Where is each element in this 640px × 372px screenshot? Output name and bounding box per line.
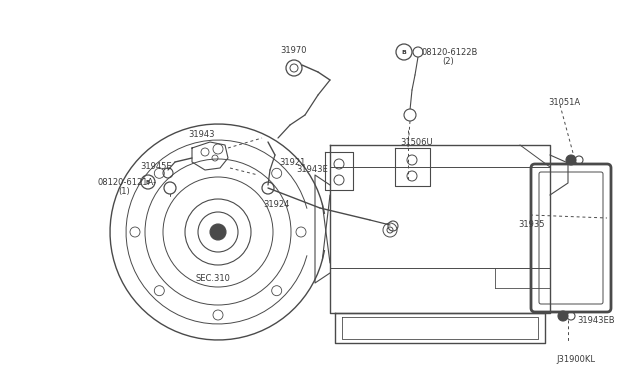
Text: 31943: 31943 — [188, 130, 214, 139]
Text: 31935: 31935 — [518, 220, 545, 229]
Text: 31921: 31921 — [279, 158, 305, 167]
Text: 08120-6122B: 08120-6122B — [422, 48, 478, 57]
Text: SEC.310: SEC.310 — [195, 274, 230, 283]
Text: 31943E: 31943E — [296, 165, 328, 174]
Text: (2): (2) — [442, 57, 454, 66]
Circle shape — [404, 109, 416, 121]
Circle shape — [558, 311, 568, 321]
Text: J31900KL: J31900KL — [556, 355, 595, 364]
Text: 08120-6121A-: 08120-6121A- — [98, 178, 157, 187]
Circle shape — [210, 224, 226, 240]
Text: 31970: 31970 — [280, 46, 307, 55]
Circle shape — [164, 182, 176, 194]
Text: (1): (1) — [118, 187, 130, 196]
Text: B: B — [401, 49, 406, 55]
Text: 31945E: 31945E — [140, 162, 172, 171]
Text: 31924: 31924 — [263, 200, 289, 209]
Circle shape — [413, 47, 423, 57]
Text: B: B — [146, 180, 150, 185]
Circle shape — [566, 155, 576, 165]
Text: 31943EB: 31943EB — [577, 316, 614, 325]
Text: 31506U: 31506U — [400, 138, 433, 147]
Text: 31051A: 31051A — [548, 98, 580, 107]
